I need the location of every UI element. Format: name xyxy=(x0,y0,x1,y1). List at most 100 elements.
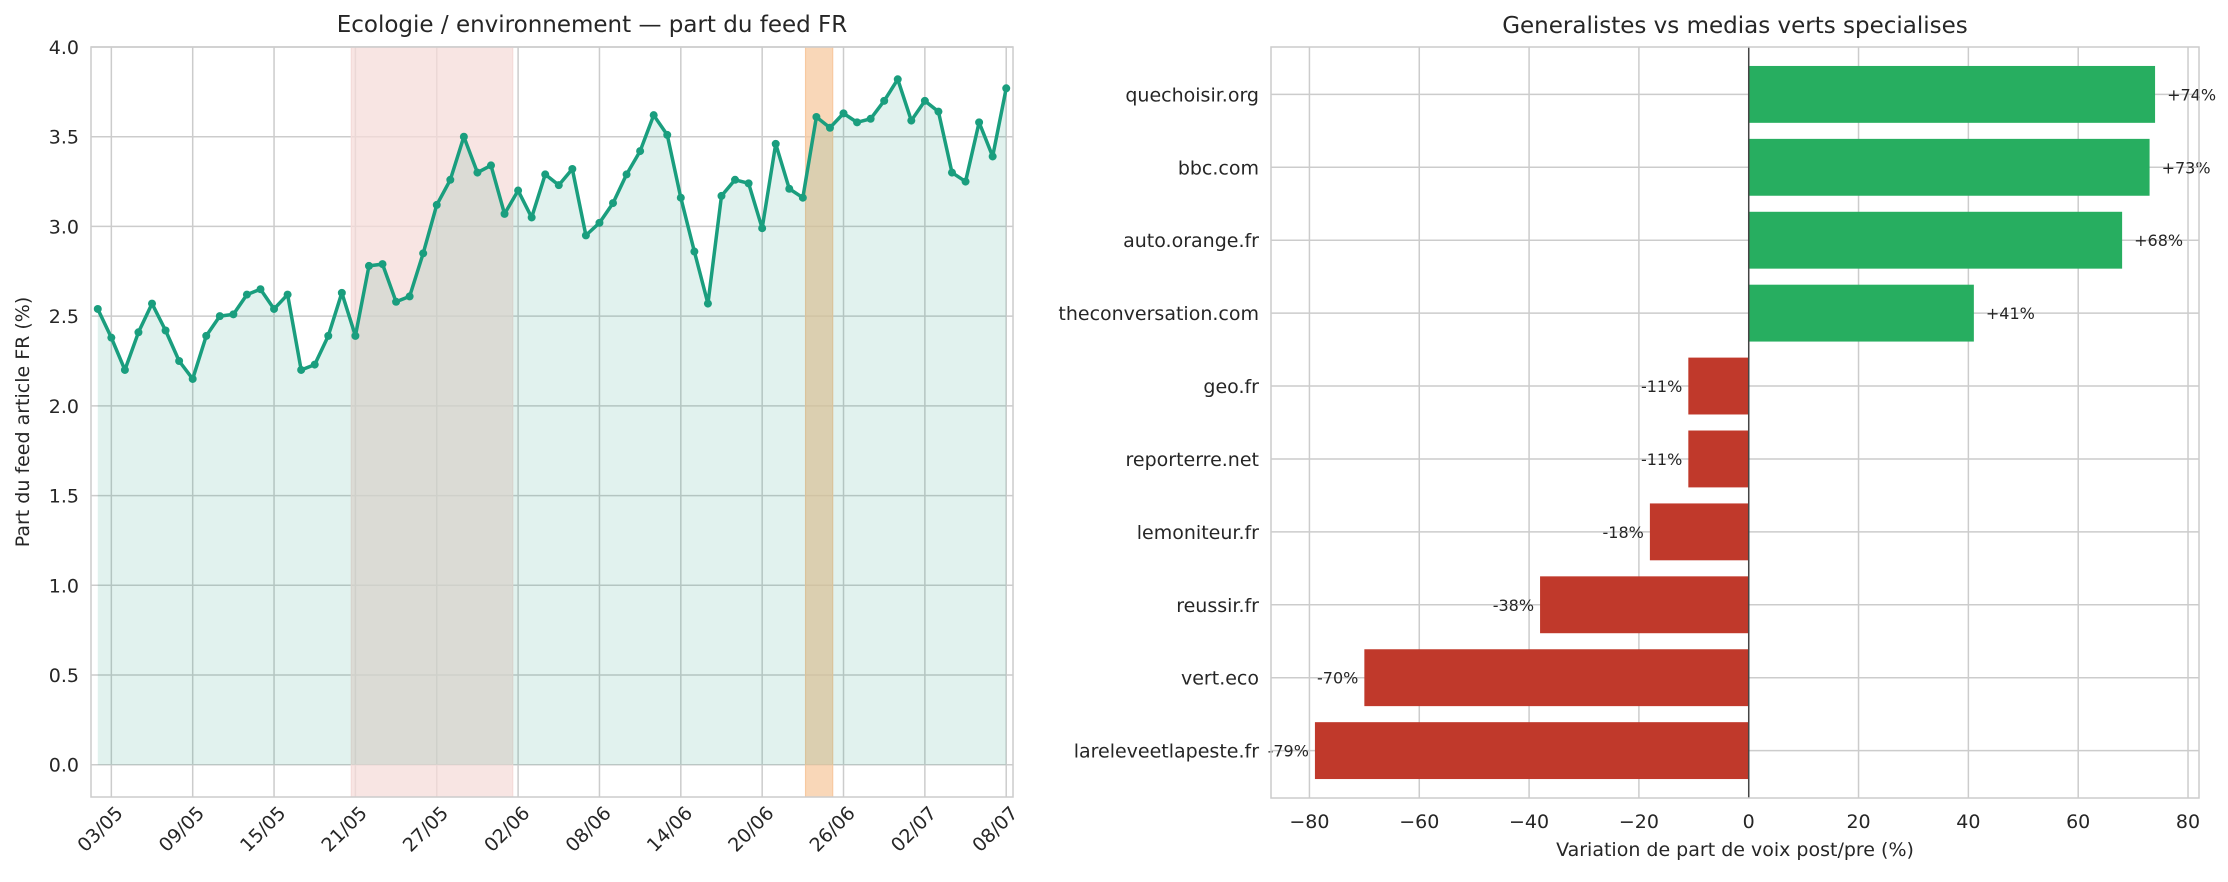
y-tick-label: 3.5 xyxy=(49,127,79,149)
x-tick-label: 08/06 xyxy=(561,802,615,856)
category-labels: quechoisir.org bbc.com auto.orange.fr theco… xyxy=(1058,84,1259,762)
data-point xyxy=(364,261,373,270)
data-point xyxy=(527,213,536,222)
area-fill-path xyxy=(97,79,1007,765)
data-point xyxy=(202,331,211,340)
value-label: -11% xyxy=(1641,450,1682,469)
chart-title: Ecologie / environnement — part du feed … xyxy=(337,12,848,38)
data-point xyxy=(744,179,753,188)
data-point xyxy=(351,331,360,340)
area-fill xyxy=(97,79,1007,765)
data-point xyxy=(1002,84,1011,93)
data-point xyxy=(649,111,658,120)
bar-chart: Generalistes vs medias verts specialises… xyxy=(1058,13,2216,861)
y-tick-label: 0.5 xyxy=(49,665,79,687)
value-label: +73% xyxy=(2162,158,2211,177)
data-point xyxy=(907,116,916,125)
data-point xyxy=(568,165,577,174)
category-label: geo.fr xyxy=(1203,376,1259,398)
x-tick-labels: −80 −60 −40 −20 0 20 40 60 80 xyxy=(1289,811,2200,833)
y-tick-label: 2.0 xyxy=(49,396,79,418)
x-tick-label: 26/06 xyxy=(805,802,859,856)
data-point xyxy=(297,365,306,374)
shaded-periods xyxy=(350,47,834,797)
data-points xyxy=(93,75,1011,383)
x-tick-label: 20/06 xyxy=(724,802,778,856)
bar xyxy=(1748,138,2150,196)
data-point xyxy=(947,168,956,177)
y-tick-label: 0.0 xyxy=(49,755,79,777)
data-point xyxy=(731,175,740,184)
data-point xyxy=(609,199,618,208)
data-point xyxy=(717,191,726,200)
x-tick-label: −40 xyxy=(1509,811,1549,833)
data-point xyxy=(419,249,428,258)
data-point xyxy=(148,299,157,308)
x-tick-label: 03/05 xyxy=(73,802,127,856)
x-tick-label: 27/05 xyxy=(399,802,453,856)
x-tick-label: −20 xyxy=(1619,811,1659,833)
x-tick-labels: 03/05 09/05 15/05 21/05 27/05 02/06 08/06 14/06… xyxy=(73,802,1022,856)
data-point xyxy=(554,181,563,190)
data-point xyxy=(975,118,984,127)
bar xyxy=(1540,576,1749,634)
line-chart: Ecologie / environnement — part du feed … xyxy=(12,12,1022,857)
data-point xyxy=(636,147,645,156)
data-point xyxy=(541,170,550,179)
data-point xyxy=(839,109,848,118)
data-point xyxy=(486,161,495,170)
y-tick-label: 4.0 xyxy=(49,37,79,59)
category-label: theconversation.com xyxy=(1058,303,1259,325)
data-point xyxy=(392,297,401,306)
bar xyxy=(1748,284,1974,342)
data-point xyxy=(473,168,482,177)
category-label: reussir.fr xyxy=(1176,595,1259,617)
data-point xyxy=(229,310,238,319)
data-point xyxy=(798,193,807,202)
x-tick-label: 60 xyxy=(2066,811,2090,833)
data-point xyxy=(622,170,631,179)
plot-frame xyxy=(90,46,1014,798)
x-axis-label: Variation de part de voix post/pre (%) xyxy=(1556,839,1914,861)
data-point xyxy=(134,328,143,337)
data-point xyxy=(215,312,224,321)
data-point xyxy=(337,288,346,297)
x-tick-label: 02/06 xyxy=(480,802,534,856)
data-point xyxy=(853,118,862,127)
plot-area xyxy=(91,47,1013,797)
value-label: -70% xyxy=(1317,669,1358,688)
data-point xyxy=(270,304,279,313)
data-point xyxy=(785,184,794,193)
y-tick-label: 3.0 xyxy=(49,216,79,238)
data-point xyxy=(161,326,170,335)
y-tick-label: 2.5 xyxy=(49,306,79,328)
x-tick-label: 08/07 xyxy=(968,802,1022,856)
data-point xyxy=(758,224,767,233)
data-point xyxy=(405,292,414,301)
data-point xyxy=(690,247,699,256)
data-point xyxy=(500,209,509,218)
shaded-period xyxy=(351,47,513,797)
data-point xyxy=(961,177,970,186)
bar xyxy=(1364,649,1749,707)
data-point xyxy=(663,130,672,139)
bar xyxy=(1748,65,2156,123)
data-point xyxy=(93,304,102,313)
data-point xyxy=(934,107,943,116)
data-point xyxy=(581,231,590,240)
x-tick-label: 40 xyxy=(1956,811,1980,833)
category-label: bbc.com xyxy=(1178,157,1259,179)
data-point xyxy=(175,356,184,365)
value-label: -11% xyxy=(1641,377,1682,396)
bars xyxy=(1314,65,2156,780)
x-tick-label: −80 xyxy=(1289,811,1329,833)
data-point xyxy=(324,331,333,340)
data-point xyxy=(771,139,780,148)
bar xyxy=(1314,722,1749,780)
data-point xyxy=(866,114,875,123)
data-point xyxy=(459,132,468,141)
y-tick-label: 1.0 xyxy=(49,575,79,597)
data-point xyxy=(676,193,685,202)
data-point xyxy=(893,75,902,84)
